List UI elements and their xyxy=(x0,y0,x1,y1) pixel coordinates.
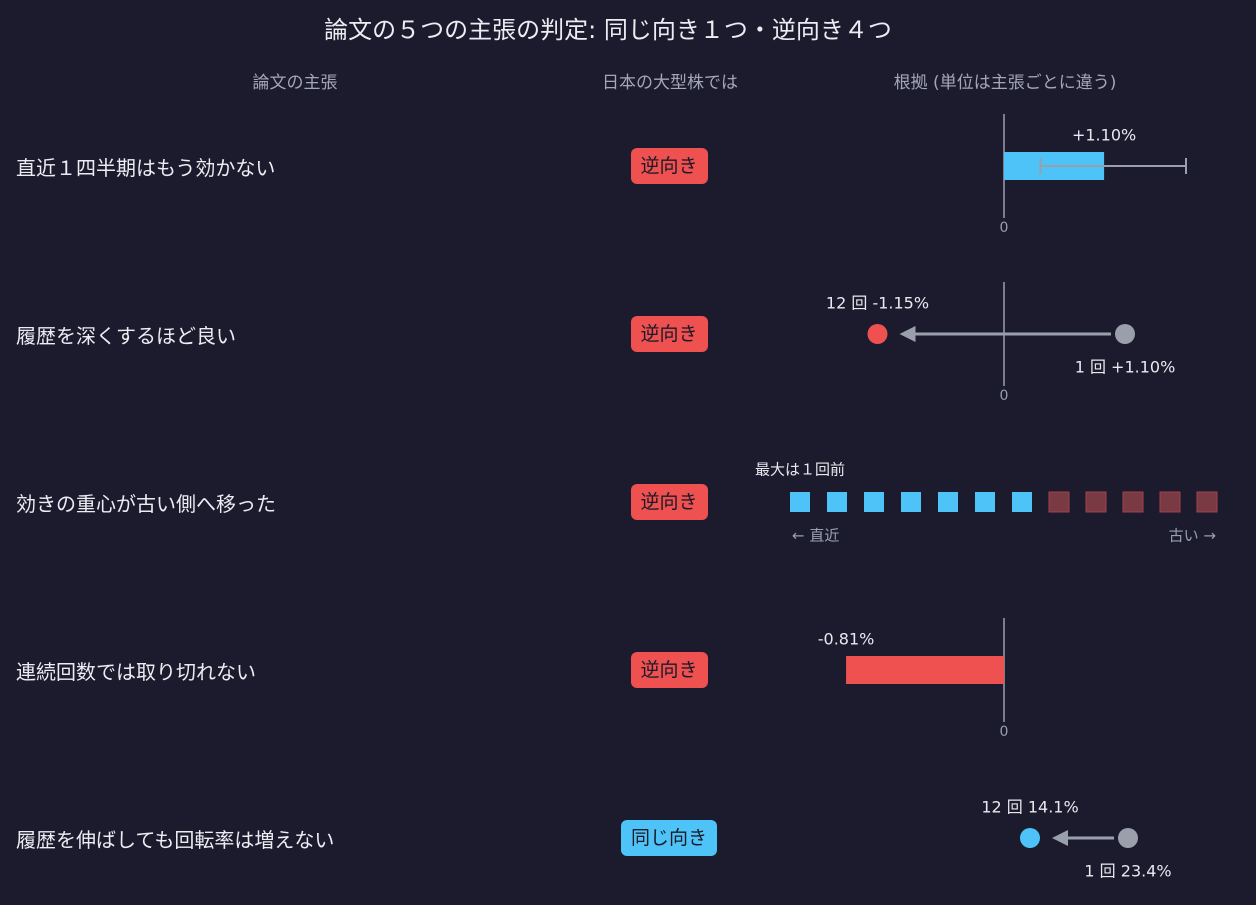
lag-square-12 xyxy=(1196,491,1218,513)
to-point-label-5: 12 回 14.1% xyxy=(981,798,1078,817)
lag-square-8 xyxy=(1048,491,1070,513)
claim-label-4: 連続回数では取り切れない xyxy=(16,660,256,684)
lag-square-11 xyxy=(1159,491,1181,513)
column-header-verdict: 日本の大型株では xyxy=(602,73,738,93)
from-point-label-2: 1 回 +1.10% xyxy=(1075,358,1176,377)
lag-square-2 xyxy=(827,492,847,512)
lag-square-3 xyxy=(864,492,884,512)
zero-tick-label-2: 0 xyxy=(1000,388,1009,404)
column-header-claim: 論文の主張 xyxy=(252,73,338,93)
shift-arrow-head-2 xyxy=(899,326,916,342)
lag-axis-right-label: 古い → xyxy=(1169,527,1216,545)
chart-title: 論文の５つの主張の判定: 同じ向き１つ・逆向き４つ xyxy=(324,16,892,44)
lag-square-10 xyxy=(1122,491,1144,513)
to-point-5 xyxy=(1020,828,1040,848)
verdict-badge-4: 逆向き xyxy=(630,652,708,688)
verdict-badge-3: 逆向き xyxy=(630,484,708,520)
claim-label-1: 直近１四半期はもう効かない xyxy=(16,156,276,180)
lag-axis-left-label: ← 直近 xyxy=(792,527,839,545)
from-point-2 xyxy=(1115,324,1135,344)
claim-label-3: 効きの重心が古い側へ移った xyxy=(16,492,276,516)
lag-square-4 xyxy=(901,492,921,512)
lag-square-5 xyxy=(938,492,958,512)
to-point-2 xyxy=(867,324,888,344)
value-bar-4 xyxy=(846,656,1004,684)
lag-square-7 xyxy=(1012,492,1032,512)
from-point-5 xyxy=(1118,828,1138,848)
verdict-badge-2: 逆向き xyxy=(630,316,708,352)
claim-label-2: 履歴を深くするほど良い xyxy=(16,324,236,348)
verdict-badge-1: 逆向き xyxy=(630,148,708,184)
value-label-1: +1.10% xyxy=(1072,126,1136,145)
lag-square-9 xyxy=(1085,491,1107,513)
zero-tick-label-1: 0 xyxy=(1000,220,1009,236)
to-point-label-2: 12 回 -1.15% xyxy=(826,294,929,313)
lag-peak-note: 最大は１回前 xyxy=(755,461,845,479)
verdict-badge-5: 同じ向き xyxy=(621,820,718,856)
from-point-label-5: 1 回 23.4% xyxy=(1084,862,1171,881)
zero-tick-label-4: 0 xyxy=(1000,724,1009,740)
claim-label-5: 履歴を伸ばしても回転率は増えない xyxy=(16,828,335,852)
lag-square-6 xyxy=(975,492,995,512)
value-label-4: -0.81% xyxy=(818,630,875,649)
shift-arrow-head-5 xyxy=(1052,830,1068,846)
lag-square-1 xyxy=(790,492,810,512)
column-header-evidence: 根拠 (単位は主張ごとに違う) xyxy=(893,73,1117,93)
